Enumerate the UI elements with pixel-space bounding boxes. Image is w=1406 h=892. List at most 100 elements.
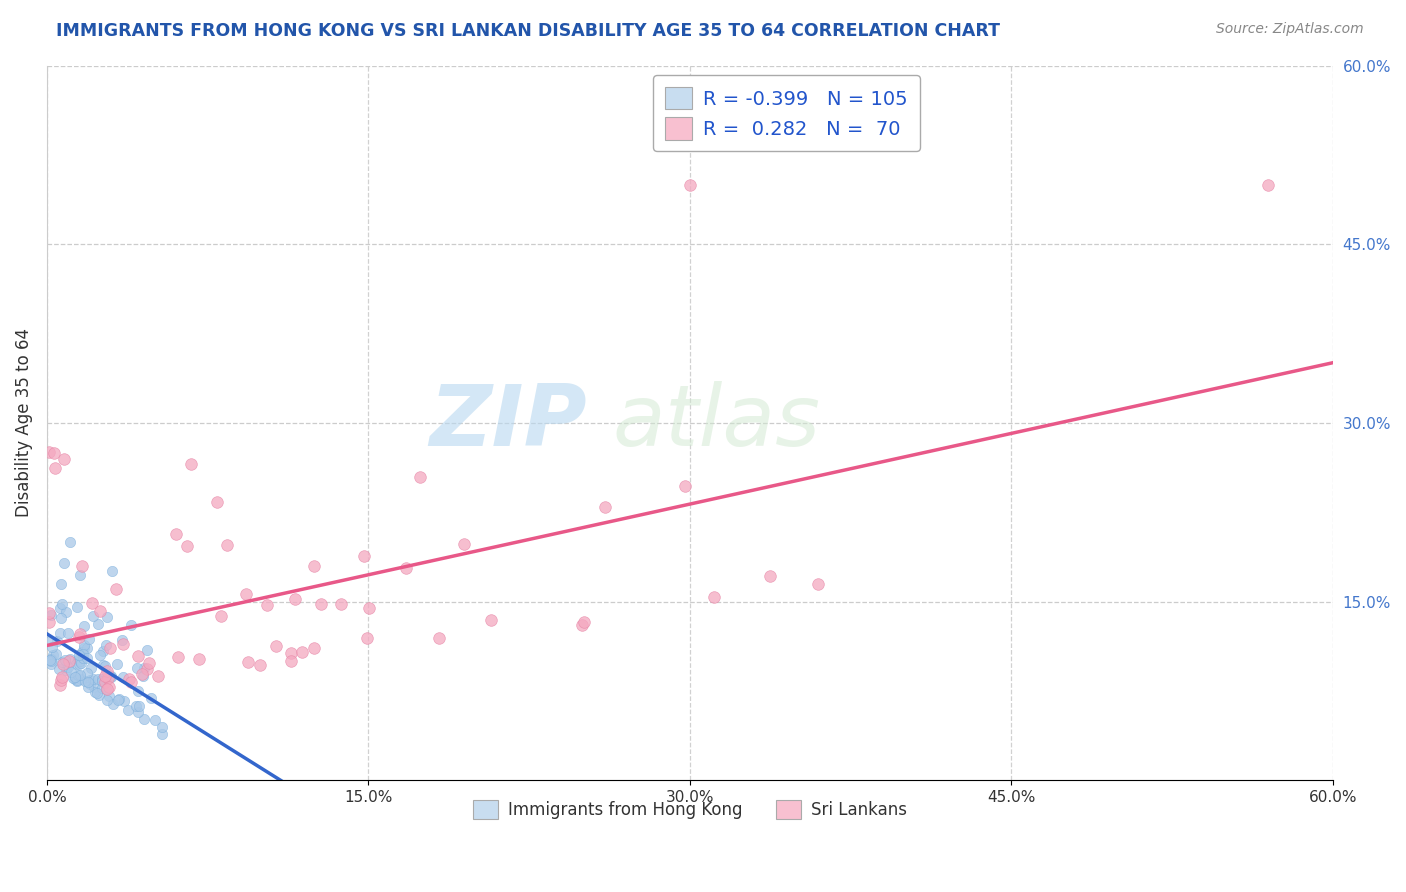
Point bbox=[120, 674, 142, 689]
Point bbox=[86, 686, 108, 700]
Point bbox=[73, 641, 96, 656]
Point bbox=[96, 610, 118, 624]
Point bbox=[38, 445, 60, 459]
Point bbox=[80, 661, 103, 675]
Point bbox=[209, 609, 232, 624]
Point bbox=[125, 661, 148, 675]
Point bbox=[100, 564, 122, 578]
Point bbox=[103, 697, 125, 711]
Point bbox=[593, 500, 616, 515]
Point bbox=[90, 673, 112, 687]
Point bbox=[41, 640, 63, 654]
Point bbox=[98, 641, 121, 656]
Point bbox=[280, 654, 302, 668]
Point bbox=[302, 640, 325, 655]
Point bbox=[39, 652, 62, 666]
Point bbox=[66, 674, 89, 689]
Point bbox=[52, 657, 75, 672]
Point bbox=[69, 627, 91, 641]
Point bbox=[703, 590, 725, 604]
Point bbox=[264, 639, 287, 653]
Point bbox=[132, 661, 155, 675]
Point bbox=[453, 537, 475, 551]
Point bbox=[105, 657, 128, 671]
Point bbox=[69, 654, 91, 668]
Point bbox=[83, 684, 105, 698]
Point bbox=[79, 673, 101, 688]
Point bbox=[408, 469, 430, 483]
Point bbox=[330, 598, 353, 612]
Point bbox=[291, 644, 314, 658]
Point bbox=[94, 682, 117, 697]
Point bbox=[679, 178, 702, 192]
Point bbox=[53, 556, 76, 570]
Point bbox=[176, 539, 198, 553]
Point bbox=[87, 616, 110, 631]
Y-axis label: Disability Age 35 to 64: Disability Age 35 to 64 bbox=[15, 328, 32, 517]
Point bbox=[127, 705, 149, 719]
Point bbox=[46, 634, 69, 648]
Point bbox=[479, 613, 502, 627]
Point bbox=[58, 660, 80, 674]
Text: IMMIGRANTS FROM HONG KONG VS SRI LANKAN DISABILITY AGE 35 TO 64 CORRELATION CHAR: IMMIGRANTS FROM HONG KONG VS SRI LANKAN … bbox=[56, 22, 1000, 40]
Point bbox=[280, 646, 302, 660]
Point bbox=[249, 657, 271, 672]
Point bbox=[105, 582, 128, 597]
Point bbox=[55, 605, 77, 619]
Point bbox=[143, 713, 166, 727]
Point bbox=[79, 677, 101, 691]
Point bbox=[39, 607, 62, 622]
Text: ZIP: ZIP bbox=[429, 382, 586, 465]
Point bbox=[49, 611, 72, 625]
Point bbox=[302, 558, 325, 573]
Point bbox=[45, 647, 67, 661]
Point bbox=[59, 652, 82, 666]
Point bbox=[94, 658, 117, 673]
Point bbox=[141, 690, 163, 705]
Point bbox=[63, 672, 86, 686]
Point bbox=[96, 665, 118, 679]
Point bbox=[49, 600, 72, 615]
Point bbox=[96, 693, 118, 707]
Point bbox=[107, 691, 129, 706]
Point bbox=[127, 648, 149, 663]
Point bbox=[67, 648, 90, 663]
Point bbox=[39, 657, 62, 671]
Point bbox=[135, 643, 157, 657]
Point bbox=[70, 672, 93, 686]
Point bbox=[100, 670, 122, 684]
Point bbox=[91, 673, 114, 688]
Point bbox=[58, 654, 80, 668]
Point bbox=[72, 638, 94, 652]
Point bbox=[94, 674, 117, 689]
Point bbox=[77, 675, 100, 690]
Point bbox=[69, 668, 91, 682]
Point bbox=[97, 671, 120, 685]
Point bbox=[98, 689, 121, 703]
Point bbox=[148, 669, 170, 683]
Point bbox=[125, 699, 148, 714]
Point bbox=[91, 644, 114, 658]
Text: Source: ZipAtlas.com: Source: ZipAtlas.com bbox=[1216, 22, 1364, 37]
Point bbox=[150, 727, 173, 741]
Point bbox=[44, 460, 66, 475]
Point bbox=[41, 654, 63, 668]
Point bbox=[83, 680, 105, 694]
Point bbox=[76, 666, 98, 681]
Point bbox=[59, 535, 82, 549]
Point bbox=[66, 668, 89, 682]
Point bbox=[180, 457, 202, 471]
Point bbox=[89, 604, 111, 618]
Point bbox=[152, 720, 174, 734]
Point bbox=[38, 615, 60, 629]
Point bbox=[89, 648, 111, 663]
Point bbox=[112, 694, 135, 708]
Point bbox=[79, 632, 101, 646]
Point bbox=[111, 633, 134, 648]
Point bbox=[427, 631, 450, 645]
Point bbox=[127, 683, 149, 698]
Point bbox=[51, 655, 73, 669]
Point bbox=[82, 608, 104, 623]
Point bbox=[56, 625, 79, 640]
Point bbox=[118, 672, 141, 686]
